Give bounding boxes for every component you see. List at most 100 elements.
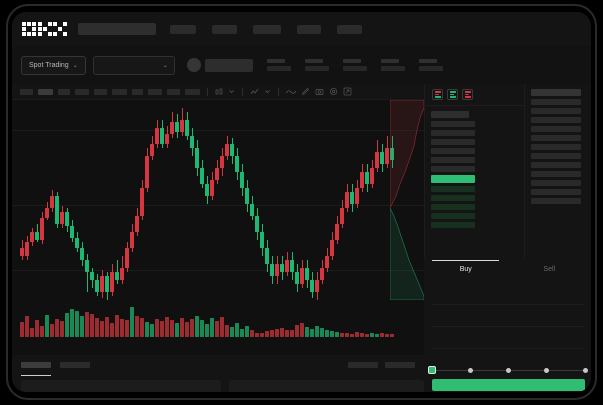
volume-bar-47 bbox=[255, 333, 259, 337]
snapshot-camera-icon[interactable] bbox=[315, 87, 324, 96]
volume-bar-38 bbox=[210, 318, 214, 337]
candle-body bbox=[290, 260, 294, 272]
tab-buy[interactable]: Buy bbox=[459, 265, 472, 273]
bid-row-2[interactable] bbox=[431, 195, 475, 201]
nav-item-1[interactable]: Markets bbox=[212, 24, 237, 34]
timeframe-1H[interactable]: 1H bbox=[94, 88, 107, 95]
volume-bar-7 bbox=[55, 319, 59, 337]
chevron-down-icon[interactable] bbox=[228, 88, 235, 95]
bid-row-3[interactable] bbox=[431, 204, 475, 210]
timeframe-1m[interactable]: 1m bbox=[20, 88, 33, 95]
candle-66 bbox=[350, 100, 354, 300]
tab-sell[interactable]: Sell bbox=[543, 265, 556, 273]
submit-buy-button[interactable]: Buy bbox=[432, 379, 585, 391]
nav-item-0[interactable]: Buy Crypto bbox=[170, 24, 196, 34]
draw-pencil-icon[interactable] bbox=[301, 87, 310, 96]
timeframe-1M[interactable]: 1M bbox=[167, 88, 180, 95]
volume-bar-5 bbox=[45, 314, 49, 337]
volume-bar-41 bbox=[225, 324, 229, 337]
bid-row-5[interactable] bbox=[431, 222, 475, 228]
ask-row-1[interactable] bbox=[431, 121, 475, 127]
timeframe-1D[interactable]: 1D bbox=[132, 88, 143, 95]
candle-body bbox=[365, 172, 369, 184]
bid-row-1[interactable] bbox=[431, 186, 475, 192]
slider-step-25[interactable] bbox=[467, 367, 473, 373]
line-style-icon[interactable] bbox=[286, 88, 296, 96]
candle-type-icon[interactable] bbox=[215, 88, 223, 96]
volume-bar-61 bbox=[325, 329, 329, 337]
ask-row-4[interactable] bbox=[431, 148, 475, 154]
order-book-mode-stripe bbox=[434, 96, 441, 98]
timeframe-15m[interactable]: 15m bbox=[58, 88, 70, 95]
amount-percent-slider[interactable] bbox=[428, 366, 588, 376]
candle-body bbox=[355, 188, 359, 204]
timeframe-30m[interactable]: 30m bbox=[75, 88, 89, 95]
nav-item-3[interactable]: Derivatives bbox=[297, 24, 321, 34]
bids-only-icon[interactable] bbox=[447, 89, 458, 100]
price-field[interactable] bbox=[431, 283, 584, 305]
both-sides-icon[interactable] bbox=[432, 89, 443, 100]
slider-step-75[interactable] bbox=[544, 367, 550, 373]
ask-row-5[interactable] bbox=[431, 157, 475, 163]
ask-row-3[interactable] bbox=[431, 139, 475, 145]
volume-bar-9 bbox=[65, 312, 69, 337]
orders-tab-0[interactable]: Open Orders bbox=[21, 362, 51, 368]
orders-action-0[interactable]: Hide Other Pairs bbox=[348, 362, 378, 368]
timeframe-More[interactable]: More bbox=[185, 88, 200, 95]
price-chart[interactable] bbox=[12, 100, 424, 355]
amount-field[interactable] bbox=[431, 305, 584, 327]
orders-action-1[interactable]: Cancel All bbox=[385, 362, 415, 368]
volume-bar-11 bbox=[75, 310, 79, 337]
bid-row-4[interactable] bbox=[431, 213, 475, 219]
volume-bar-10 bbox=[70, 308, 74, 337]
trade-row-8 bbox=[531, 171, 581, 177]
total-field[interactable] bbox=[431, 327, 584, 349]
volume-bar-23 bbox=[135, 316, 139, 337]
volume-bar-13 bbox=[85, 311, 89, 337]
volume-bar-19 bbox=[115, 315, 119, 337]
nav-item-2[interactable]: Trade bbox=[253, 24, 281, 34]
market-stat-4: 24h Volume bbox=[418, 59, 443, 71]
candle-60 bbox=[320, 100, 324, 300]
slider-handle[interactable] bbox=[428, 366, 436, 374]
indicators-icon[interactable] bbox=[250, 88, 259, 96]
asks-only-icon[interactable] bbox=[462, 89, 473, 100]
candle-5 bbox=[45, 100, 49, 300]
candle-12 bbox=[80, 100, 84, 300]
candle-74 bbox=[390, 100, 394, 300]
pair-select-dropdown[interactable]: ⌄ bbox=[92, 55, 175, 75]
fullscreen-icon[interactable] bbox=[343, 87, 352, 96]
candle-body bbox=[75, 238, 79, 248]
ask-row-6[interactable] bbox=[431, 166, 475, 172]
volume-bar-67 bbox=[355, 332, 359, 337]
settings-target-icon[interactable] bbox=[329, 87, 338, 96]
timeframe-4H[interactable]: 4H bbox=[112, 88, 127, 95]
timeframe-5m[interactable]: 5m bbox=[38, 88, 53, 95]
candle-18 bbox=[110, 100, 114, 300]
candle-body bbox=[65, 212, 69, 226]
search-input[interactable] bbox=[78, 23, 156, 35]
slider-step-50[interactable] bbox=[506, 367, 511, 373]
candle-73 bbox=[385, 100, 389, 300]
chevron-down-icon[interactable] bbox=[264, 88, 271, 95]
top-navigation-bar: OKX Buy Crypto Markets Trade Derivatives Ear… bbox=[12, 12, 591, 46]
ask-row-2[interactable] bbox=[431, 130, 475, 136]
volume-bar-53 bbox=[285, 329, 289, 337]
candle-body bbox=[85, 260, 89, 272]
candle-35 bbox=[195, 100, 199, 300]
volume-bar-36 bbox=[200, 320, 204, 337]
candle-body bbox=[295, 272, 299, 284]
timeframe-1W[interactable]: 1W bbox=[148, 88, 162, 95]
order-book-mode-stripe bbox=[464, 91, 471, 93]
candle-39 bbox=[215, 100, 219, 300]
spot-trading-dropdown[interactable]: Spot Trading ⌄ bbox=[21, 55, 86, 75]
nav-item-4[interactable]: Earn bbox=[337, 24, 362, 34]
orders-tab-1[interactable]: Order History bbox=[60, 362, 90, 368]
candle-10 bbox=[70, 100, 74, 300]
okx-logo[interactable]: OKX bbox=[22, 22, 67, 36]
stat-value bbox=[266, 66, 291, 71]
slider-step-100[interactable] bbox=[582, 367, 588, 373]
volume-bar-22 bbox=[130, 307, 134, 337]
volume-bar-69 bbox=[365, 334, 369, 337]
device-frame: OKX Buy Crypto Markets Trade Derivatives Ear… bbox=[8, 6, 595, 398]
